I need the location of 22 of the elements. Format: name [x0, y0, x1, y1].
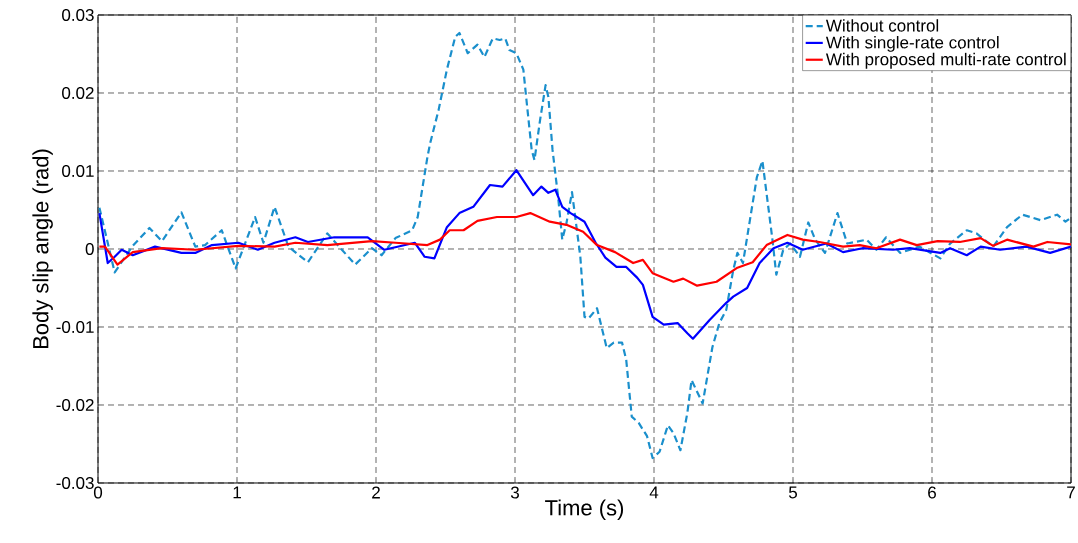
- y-axis-title: Body slip angle (rad): [32, 149, 53, 349]
- x-tick-label: 5: [788, 486, 798, 499]
- y-tick-label: -0.02: [56, 398, 94, 412]
- legend-label: Without control: [825, 19, 939, 32]
- x-tick-label: 0: [93, 486, 103, 499]
- x-tick-label: 6: [928, 486, 936, 499]
- x-tick-label: 7: [1067, 486, 1075, 499]
- y-tick-label: 0: [85, 242, 94, 256]
- legend-label: With proposed multi-rate control: [825, 52, 1066, 69]
- line-series: [98, 212, 1071, 287]
- x-tick-label: 1: [233, 486, 241, 499]
- x-axis-title: Time (s): [545, 499, 624, 520]
- y-tick-label: 0.03: [62, 8, 94, 22]
- legend-label: With single-rate control: [825, 36, 999, 52]
- y-tick-label: -0.03: [56, 476, 94, 490]
- x-tick-label: 4: [649, 486, 659, 499]
- x-tick-label: 2: [372, 486, 380, 499]
- line-series: [98, 31, 1071, 460]
- x-tick-label: 3: [510, 486, 519, 499]
- y-tick-label: 0.01: [62, 164, 94, 178]
- y-tick-label: -0.01: [56, 320, 94, 334]
- y-tick-label: 0.02: [62, 86, 94, 100]
